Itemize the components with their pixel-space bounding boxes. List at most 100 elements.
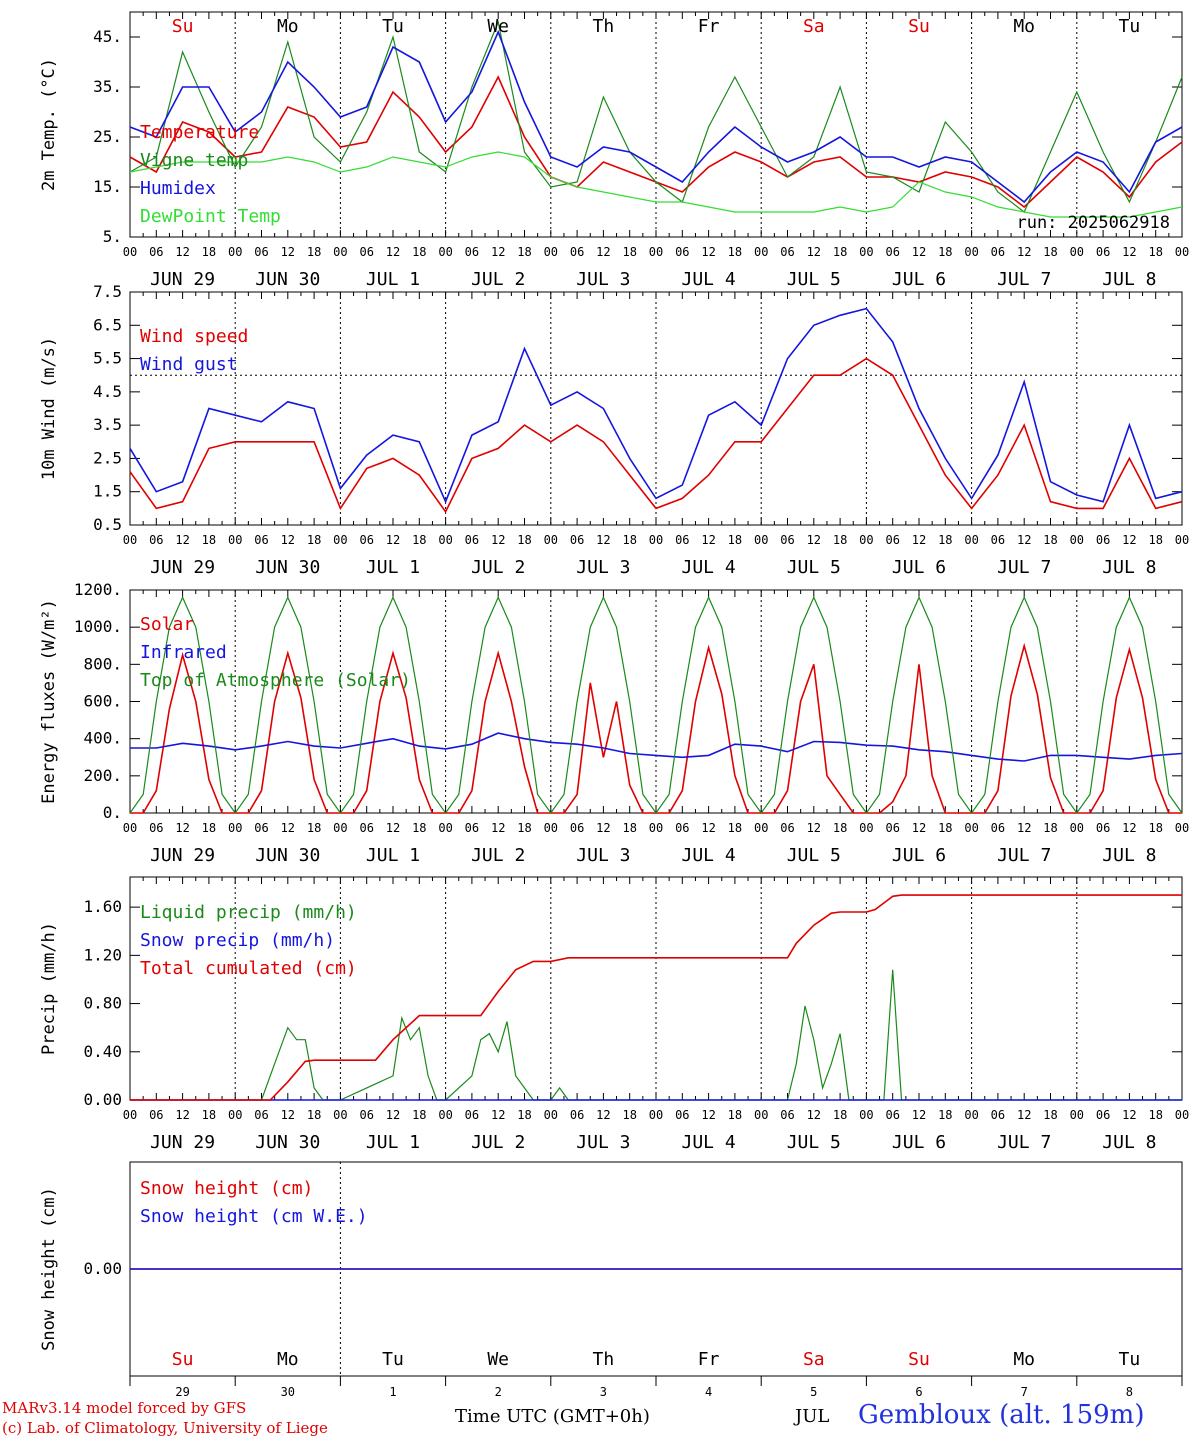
hour-label: 18 — [622, 1108, 636, 1122]
hour-label: 06 — [570, 821, 584, 835]
hour-label: 00 — [333, 533, 347, 547]
y-axis-title: 2m Temp. (°C) — [39, 58, 59, 191]
date-label: JUL 6 — [892, 269, 946, 290]
hour-label: 18 — [517, 245, 531, 259]
weekday-label: Mo — [277, 1349, 299, 1370]
date-label: JUL 3 — [576, 1132, 630, 1153]
hour-label: 12 — [281, 821, 295, 835]
date-label: JUL 5 — [787, 269, 841, 290]
hour-label: 12 — [596, 533, 610, 547]
weekday-label: Tu — [382, 1349, 404, 1370]
hour-label: 00 — [964, 533, 978, 547]
hour-label: 06 — [675, 533, 689, 547]
hour-label: 12 — [1122, 245, 1136, 259]
hour-label: 18 — [517, 1108, 531, 1122]
hour-label: 00 — [123, 245, 137, 259]
date-label: JUL 8 — [1102, 557, 1156, 578]
y-tick-label: 1200. — [74, 580, 122, 599]
series-line-vigne-temp — [129, 19, 1183, 213]
legend-entry: Vigne temp — [140, 150, 248, 171]
weekday-label: We — [487, 1349, 509, 1370]
series-line-liquid-precip-mm-h- — [130, 969, 1182, 1101]
hour-label: 06 — [780, 533, 794, 547]
hour-label: 18 — [307, 533, 321, 547]
y-tick-label: 800. — [83, 654, 122, 673]
panel-5 — [129, 1161, 1183, 1377]
panel-3 — [129, 589, 1183, 815]
hour-label: 00 — [964, 821, 978, 835]
date-label: JUN 29 — [150, 1132, 215, 1153]
date-label: JUL 2 — [471, 845, 525, 866]
hour-label: 12 — [386, 245, 400, 259]
hour-label: 12 — [912, 821, 926, 835]
y-tick-label: 2.5 — [93, 448, 122, 467]
hour-label: 18 — [307, 1108, 321, 1122]
legend-entry: Infrared — [140, 642, 227, 663]
day-number-label: 2 — [495, 1385, 502, 1399]
hour-label: 18 — [412, 533, 426, 547]
run-note: run: 2025062918 — [1016, 213, 1170, 233]
hour-label: 06 — [149, 533, 163, 547]
hour-label: 18 — [622, 245, 636, 259]
hour-label: 00 — [438, 821, 452, 835]
hour-label: 00 — [649, 821, 663, 835]
date-label: JUL 1 — [366, 269, 420, 290]
hour-label: 00 — [438, 1108, 452, 1122]
hour-label: 00 — [544, 245, 558, 259]
date-label: JUL 7 — [997, 1132, 1051, 1153]
hour-label: 12 — [175, 1108, 189, 1122]
y-tick-label: 6.5 — [93, 315, 122, 334]
series-line-infrared — [130, 732, 1183, 762]
hour-label: 06 — [359, 821, 373, 835]
hour-label: 12 — [1122, 533, 1136, 547]
date-label: JUL 2 — [471, 269, 525, 290]
date-label: JUL 5 — [787, 845, 841, 866]
hour-label: 12 — [491, 245, 505, 259]
hour-label: 06 — [991, 1108, 1005, 1122]
hour-label: 06 — [359, 533, 373, 547]
series-line-wind-speed — [129, 357, 1183, 514]
hour-label: 06 — [254, 821, 268, 835]
legend-entry: Snow height (cm) — [140, 1178, 313, 1199]
hour-label: 18 — [517, 533, 531, 547]
date-label: JUL 3 — [576, 557, 630, 578]
hour-label: 18 — [833, 1108, 847, 1122]
legend-entry: Wind gust — [140, 354, 238, 375]
hour-label: 06 — [254, 245, 268, 259]
hour-label: 12 — [1017, 1108, 1031, 1122]
hour-label: 12 — [807, 245, 821, 259]
hour-label: 00 — [123, 533, 137, 547]
hour-label: 06 — [465, 821, 479, 835]
hour-label: 06 — [780, 821, 794, 835]
weekday-label: Th — [593, 16, 615, 37]
y-tick-label: 0.80 — [83, 994, 122, 1013]
y-tick-label: 1000. — [74, 617, 122, 636]
hour-label: 00 — [1175, 821, 1189, 835]
hour-label: 18 — [938, 533, 952, 547]
hour-label: 00 — [544, 1108, 558, 1122]
hour-label: 12 — [386, 533, 400, 547]
hour-label: 12 — [175, 245, 189, 259]
weekday-label: Fr — [698, 1349, 720, 1370]
hour-label: 06 — [675, 821, 689, 835]
date-label: JUL 3 — [576, 845, 630, 866]
y-tick-label: 1.5 — [93, 482, 122, 501]
hour-label: 12 — [491, 533, 505, 547]
date-label: JUL 7 — [997, 557, 1051, 578]
y-tick-label: 3.5 — [93, 415, 122, 434]
hour-label: 18 — [938, 245, 952, 259]
hour-label: 06 — [885, 533, 899, 547]
hour-label: 06 — [885, 821, 899, 835]
hour-label: 18 — [307, 245, 321, 259]
hour-label: 06 — [570, 533, 584, 547]
hour-label: 06 — [991, 245, 1005, 259]
hour-label: 00 — [228, 533, 242, 547]
weekday-label: Su — [908, 16, 930, 37]
date-label: JUL 8 — [1102, 269, 1156, 290]
hour-label: 12 — [175, 821, 189, 835]
y-tick-label: 1.60 — [83, 897, 122, 916]
day-number-label: 30 — [281, 1385, 295, 1399]
hour-label: 12 — [596, 245, 610, 259]
date-label: JUL 5 — [787, 1132, 841, 1153]
weekday-label: Su — [908, 1349, 930, 1370]
